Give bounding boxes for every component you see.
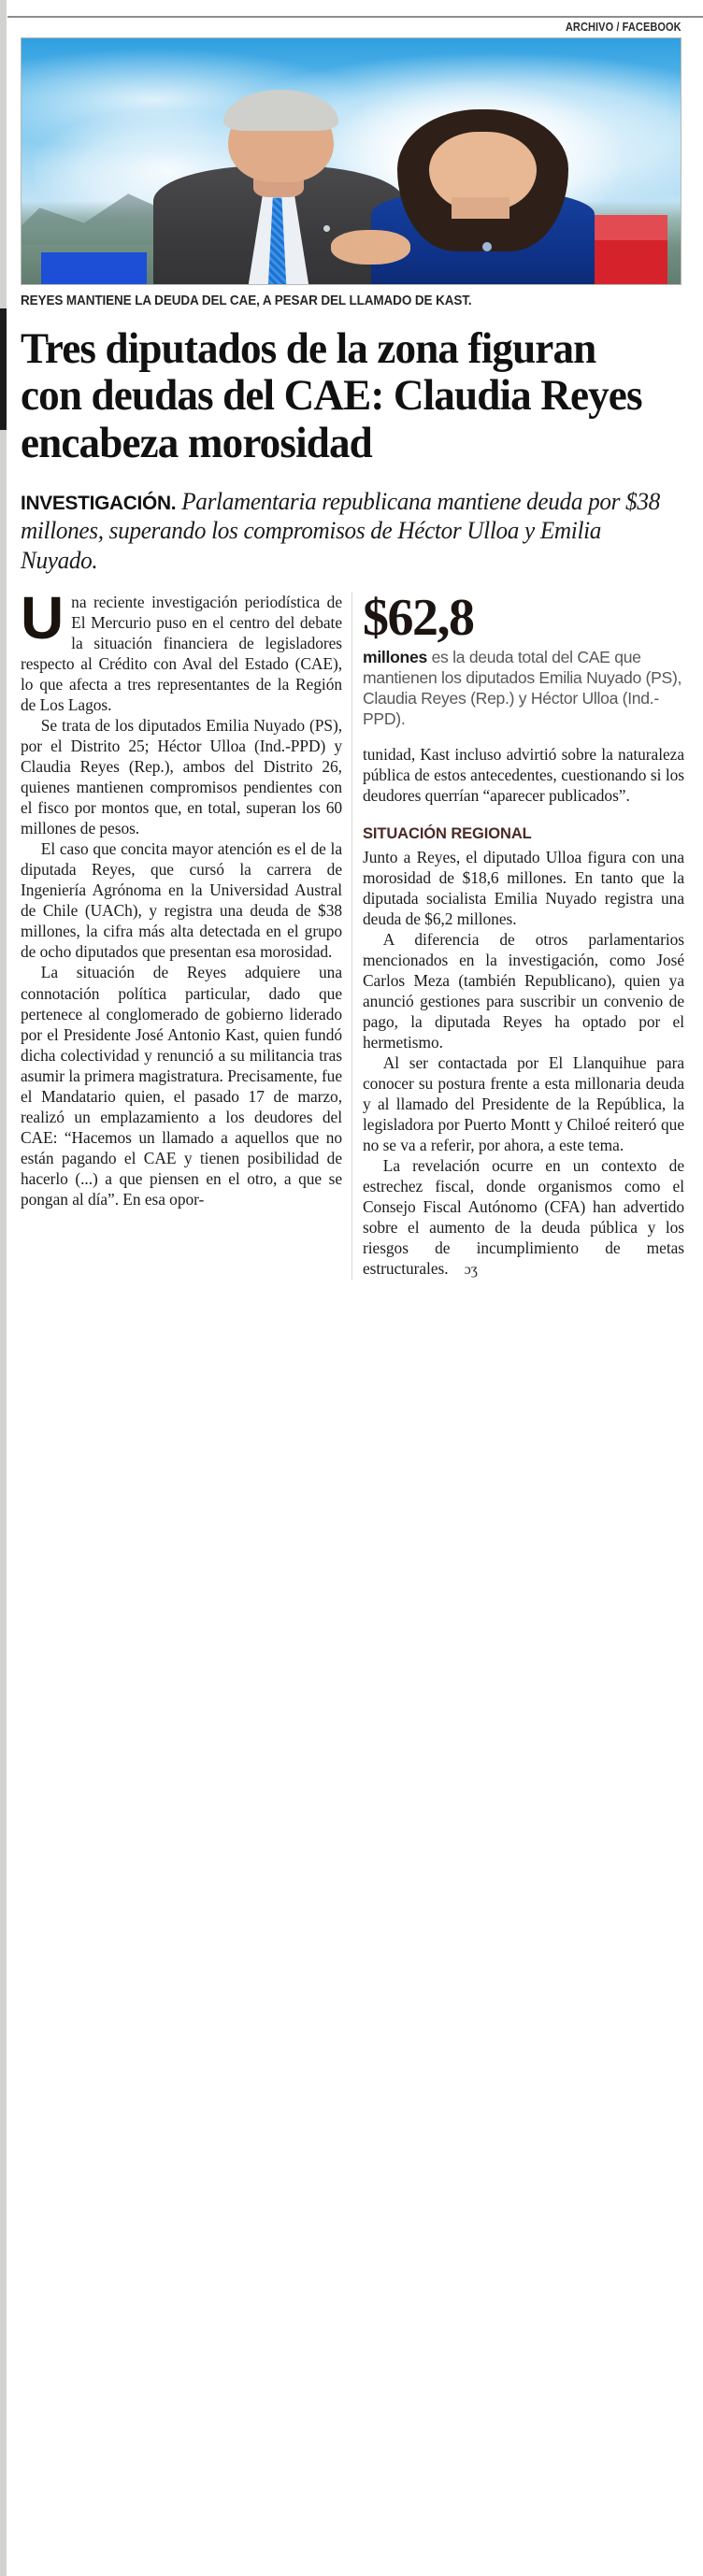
scan-top-band (0, 0, 703, 13)
photo-kast-hair (223, 89, 339, 131)
photo-flag-red (588, 239, 667, 284)
photo-kast-tie (267, 197, 287, 284)
photo-flag-red-upper (588, 215, 667, 240)
lead-kicker: INVESTIGACIÓN. (21, 491, 177, 514)
paragraph: El caso que concita mayor atención es el… (21, 839, 342, 962)
photo-flag-blue (41, 251, 147, 284)
paragraph: Se trata de los diputados Emilia Nuyado … (21, 716, 342, 838)
paragraph-final-text: La revelación ocurre en un contexto de e… (363, 1155, 684, 1278)
callout-description-text: es la deuda total del CAE que mantienen … (363, 648, 682, 728)
photo-person-reyes (370, 102, 595, 284)
scan-left-edge-dark (0, 308, 7, 430)
paragraph-intro-text: na reciente investigación periodística d… (21, 593, 342, 715)
article-headline: Tres diputados de la zona figuran con de… (21, 324, 643, 467)
paragraph: tunidad, Kast incluso advirtió sobre la … (363, 745, 684, 806)
article-content: ARCHIVO / FACEBOOK (21, 21, 686, 1281)
callout-description: millones es la deuda total del CAE que m… (363, 648, 684, 729)
article-lead: INVESTIGACIÓN. Parlamentaria republicana… (21, 487, 667, 575)
paragraph-final: La revelación ocurre en un contexto de e… (363, 1155, 684, 1280)
photo-reyes-badge (482, 241, 493, 251)
article-photo (21, 37, 681, 285)
drop-cap-letter: U (21, 584, 65, 652)
paragraph: A diferencia de otros parlamentarios men… (363, 929, 684, 1052)
lead-text: Parlamentaria republicana mantiene deuda… (21, 487, 660, 574)
paragraph: Junto a Reyes, el diputado Ulloa figura … (363, 847, 684, 928)
column-right: $62,8 millones es la deuda total del CAE… (352, 592, 684, 1281)
photo-caption: REYES MANTIENE LA DEUDA DEL CAE, A PESAR… (21, 293, 472, 308)
section-subheading: SITUACIÓN REGIONAL (363, 824, 532, 842)
callout-figure: $62,8 (363, 589, 475, 648)
photo-credit: ARCHIVO / FACEBOOK (565, 21, 681, 34)
statistic-callout: $62,8 millones es la deuda total del CAE… (363, 592, 684, 729)
paragraph: Al ser contactada por El Llanquihue para… (363, 1052, 684, 1154)
photo-clasped-hands (331, 230, 410, 265)
photo-kast-lapel-pin (323, 225, 331, 233)
photo-reyes-neck (451, 196, 510, 219)
callout-unit: millones (363, 648, 427, 667)
scan-top-rule (7, 16, 703, 18)
paragraph: La situación de Reyes adquiere una conno… (21, 963, 342, 1209)
article-end-mark: ɔʒ (464, 1261, 478, 1278)
scan-left-edge (0, 0, 7, 2576)
